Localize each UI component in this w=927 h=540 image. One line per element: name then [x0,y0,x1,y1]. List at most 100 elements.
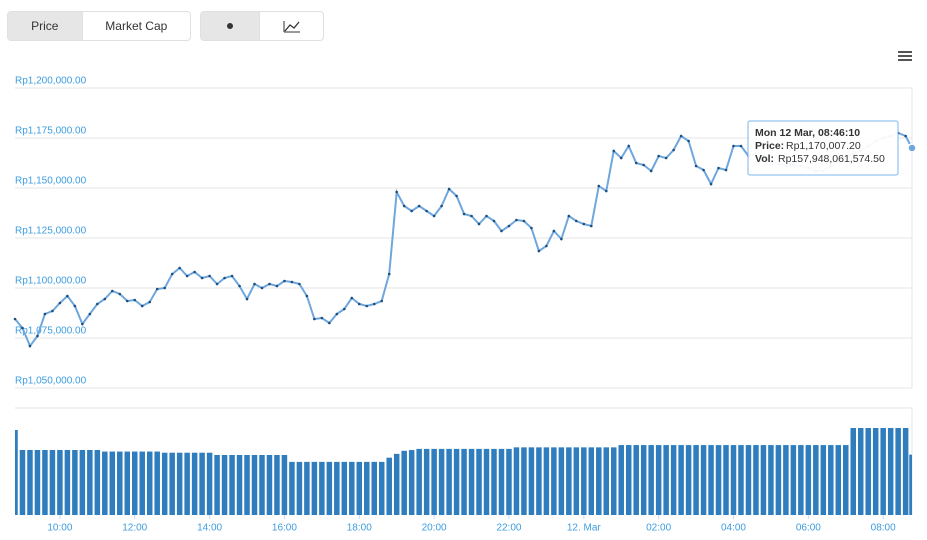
point [13,317,17,321]
volume-bar [109,451,116,515]
point [664,156,668,160]
point [589,224,593,228]
point [702,168,705,172]
volume-bar [678,445,684,515]
volume-bar [745,445,752,515]
volume-bar [850,427,856,515]
point [597,184,601,188]
volume-bar [610,447,617,515]
line-style-button[interactable] [259,12,323,40]
point [784,164,788,168]
volume-bar [15,430,18,515]
volume-bar [670,445,677,515]
price-line [14,131,913,348]
point [567,214,571,218]
volume-bar [349,461,355,515]
point [889,134,892,138]
volume-bar [244,455,250,515]
point [859,149,863,153]
volume-bar [558,447,565,515]
point [387,272,391,276]
point [500,229,503,233]
point [814,169,818,173]
point [36,334,39,338]
price-button[interactable]: Price [8,12,82,40]
point [896,131,900,135]
volume-bar [251,455,258,515]
x-tick-label: 22:00 [496,523,521,534]
volume-bar [72,449,78,515]
point [410,209,413,213]
x-tick-label: 12. Mar [567,523,602,534]
volume-bar [401,450,407,515]
market-cap-button[interactable]: Market Cap [81,12,190,40]
volume-bar [319,461,325,515]
volume-bar [648,445,654,515]
point [462,212,466,216]
volume-bar [57,449,63,515]
point [881,136,885,140]
volume-bar [551,447,557,515]
volume-bar [723,445,729,515]
volume-bar [483,448,490,515]
volume-bar [34,449,41,515]
point [642,163,645,167]
y-tick-label: Rp1,125,000.00 [15,226,87,237]
point [193,270,196,274]
point [51,309,54,313]
tooltip-price: Rp1,170,007.20 [786,140,861,152]
point [215,282,219,286]
volume-bar [640,445,647,515]
point [88,312,92,316]
volume-bar [393,453,400,515]
point [694,164,698,168]
style-toggle [200,11,324,41]
volume-bar [700,445,707,515]
volume-bar [341,461,348,515]
volume-bar [146,451,153,515]
y-tick-label: Rp1,175,000.00 [15,126,87,137]
point [335,312,339,316]
volume-bar [19,449,26,515]
volume-bar [663,445,669,515]
volume-bar [521,447,527,515]
volume-bar [738,445,744,515]
point [223,276,226,280]
point [148,300,152,304]
point [163,286,166,290]
volume-bar [206,452,213,515]
volume-bar [139,451,145,515]
point [357,302,361,306]
menu-icon[interactable] [898,51,912,61]
point [657,154,660,158]
volume-bar [124,451,131,515]
point [687,139,690,143]
point [807,166,810,170]
point [432,214,436,218]
view-toggle: Price Market Cap [7,11,191,41]
point [619,156,623,160]
point [604,189,608,193]
y-tick-label: Rp1,050,000.00 [15,376,87,387]
volume-bar [528,447,535,515]
point [470,214,473,218]
point [560,237,563,241]
hovered-point [907,143,917,153]
point [455,194,458,198]
point [200,276,204,280]
point [829,164,833,168]
volume-bar [161,452,168,515]
point [672,148,675,152]
point [530,226,533,230]
line-icon [283,21,300,33]
tooltip: Mon 12 Mar, 08:46:10 Price: Rp1,170,007.… [747,120,899,176]
volume-bar [625,445,632,515]
volume-bar [603,447,610,515]
volume-bar [805,445,812,515]
volume-bar [184,452,190,515]
volume-bar [176,452,183,515]
scatter-style-button[interactable] [201,12,259,40]
point [298,282,301,286]
point [739,144,743,148]
